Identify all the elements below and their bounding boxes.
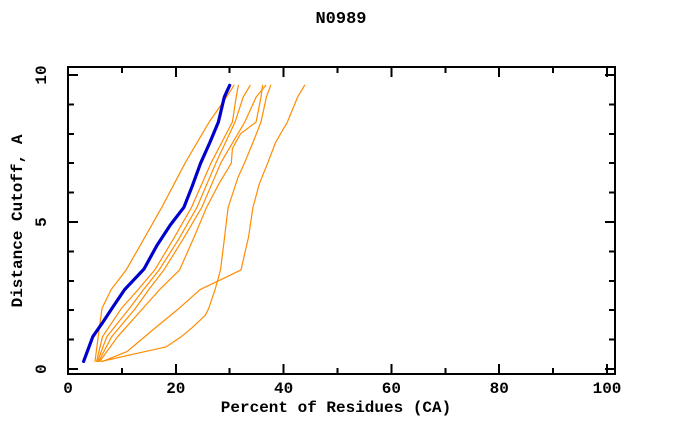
- x-tick-label: 0: [63, 380, 73, 398]
- plot-frame: [67, 66, 616, 375]
- series-orange-model-4: [98, 84, 267, 362]
- x-tick-label: 80: [490, 380, 509, 398]
- x-tick-label: 40: [274, 380, 293, 398]
- axis-ticks: 0 20 40 60 80 100 0 5 10: [33, 65, 621, 398]
- y-tick-label: 5: [33, 217, 51, 227]
- series-orange-model-5: [99, 84, 264, 362]
- series-orange-model-6: [100, 84, 272, 362]
- series-orange-model-1: [94, 84, 235, 362]
- y-tick-label: 10: [33, 65, 51, 84]
- y-tick-label: 0: [33, 364, 51, 374]
- x-axis-label: Percent of Residues (CA): [221, 399, 451, 417]
- x-tick-label: 60: [382, 380, 401, 398]
- y-axis-label: Distance Cutoff, A: [9, 134, 27, 307]
- series-blue-highlighted-model: [81, 83, 232, 363]
- chart-title: N0989: [315, 10, 366, 29]
- chart-series: [81, 83, 306, 363]
- series-orange-model-3: [96, 84, 251, 362]
- series-orange-model-7: [101, 84, 306, 362]
- x-tick-label: 100: [593, 380, 622, 398]
- x-tick-label: 20: [166, 380, 185, 398]
- series-orange-model-2: [95, 84, 239, 362]
